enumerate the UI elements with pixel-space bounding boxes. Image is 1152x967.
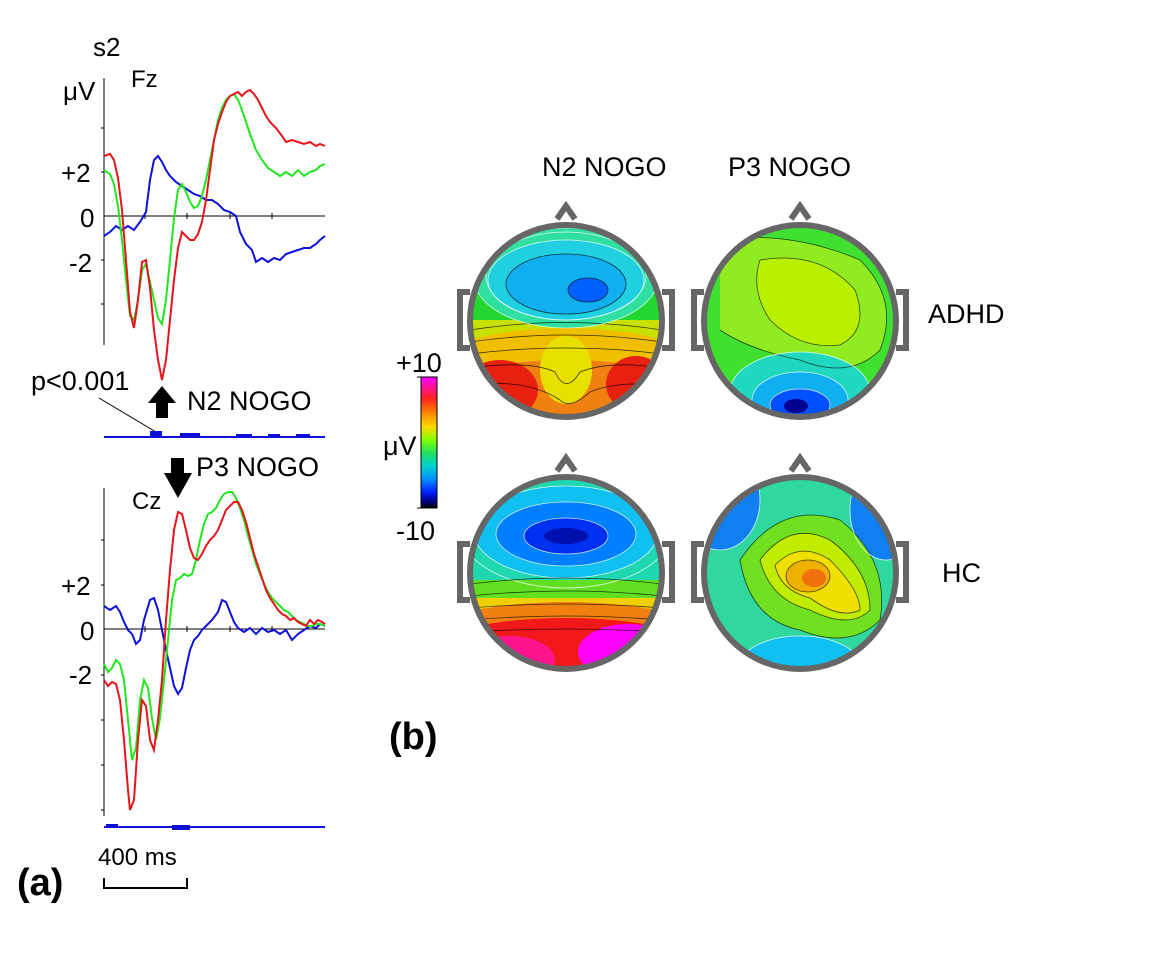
row-label-adhd: ADHD — [928, 299, 1005, 329]
panel-a-label: (a) — [17, 862, 64, 904]
column-header-n2: N2 NOGO — [542, 152, 667, 182]
cz-trace-green — [103, 491, 326, 761]
pvalue-label: p<0.001 — [31, 366, 130, 396]
n2-up-arrow — [148, 386, 176, 418]
fz-unit-label: μV — [63, 76, 96, 106]
colorbar — [421, 377, 437, 508]
fz-electrode-label: Fz — [131, 66, 158, 93]
colorbar-max-label: +10 — [396, 348, 442, 378]
column-header-p3: P3 NOGO — [728, 152, 852, 182]
pvalue-pointer — [98, 397, 157, 433]
fz-axes — [101, 78, 325, 345]
cz-significance-strip — [104, 824, 325, 830]
scale-bar-label: 400 ms — [98, 844, 177, 871]
fz-tick-0: 0 — [80, 203, 95, 233]
cz-tick-plus2: +2 — [61, 571, 91, 601]
cz-trace-blue — [103, 596, 326, 696]
fz-trace-blue — [103, 154, 326, 264]
row-label-hc: HC — [942, 558, 981, 588]
n2-nogo-label: N2 NOGO — [187, 386, 312, 416]
cz-tick-0: 0 — [80, 616, 95, 646]
topomap-adhd-n2 — [457, 200, 675, 420]
colorbar-frame — [417, 376, 438, 509]
fz-significance-strip — [104, 431, 325, 438]
p3-down-arrow — [164, 458, 192, 498]
panel-b-label: (b) — [389, 716, 438, 758]
scale-bar — [103, 878, 188, 889]
fz-tick-minus2: -2 — [69, 248, 93, 278]
cz-trace-red — [103, 501, 326, 811]
p3-nogo-label: P3 NOGO — [196, 452, 320, 482]
fz-trace-green — [103, 92, 326, 327]
colorbar-min-label: -10 — [396, 516, 436, 546]
topomap-hc-n2 — [457, 452, 675, 672]
subject-label: s2 — [93, 32, 121, 62]
cz-electrode-label: Cz — [132, 488, 162, 515]
fz-tick-plus2: +2 — [61, 158, 91, 188]
topomap-hc-p3 — [691, 452, 909, 672]
topomap-adhd-p3 — [691, 200, 909, 420]
fz-trace-red — [103, 88, 326, 381]
colorbar-unit-label: μV — [383, 431, 417, 461]
cz-tick-minus2: -2 — [69, 660, 93, 690]
